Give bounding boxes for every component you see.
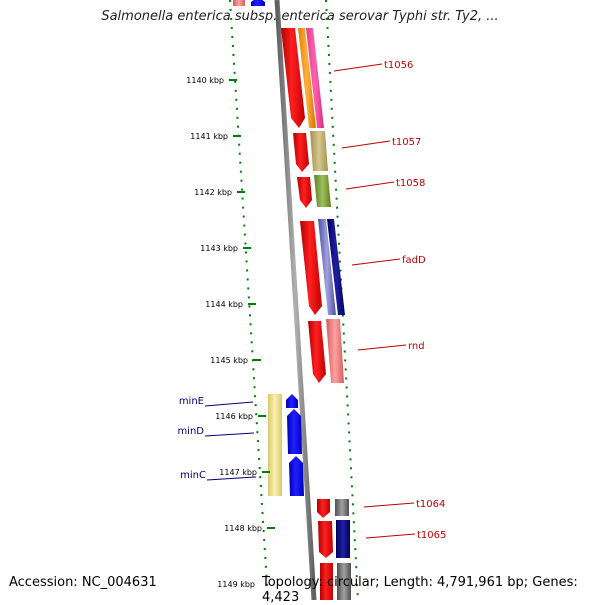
inner-dotted-track xyxy=(229,0,269,600)
tick-label: 1148 kbp xyxy=(224,524,262,533)
gene-minC[interactable] xyxy=(289,456,304,496)
tick-label: 1149 kbp xyxy=(217,580,255,589)
tick-label: 1141 kbp xyxy=(190,132,228,141)
gene-t1058-a[interactable] xyxy=(297,177,312,208)
gene-t1064-a[interactable] xyxy=(317,499,330,518)
gene-t1056-a[interactable] xyxy=(281,28,305,128)
left-gene-labels: minE minD minC xyxy=(177,396,257,481)
gene-t1058-b[interactable] xyxy=(314,175,331,207)
accession-text: Accession: NC_004631 xyxy=(9,575,157,590)
tick-label: 1144 kbp xyxy=(205,300,243,309)
genome-backbone xyxy=(274,0,317,600)
gene-leader-line xyxy=(365,533,416,539)
tick-label: 1146 kbp xyxy=(215,412,253,421)
gene-bottom-gray[interactable] xyxy=(337,563,351,600)
tick-label: 1147 kbp xyxy=(219,468,257,477)
page-title: Salmonella enterica subsp. enterica sero… xyxy=(101,9,499,24)
gene-leader-line xyxy=(357,344,407,351)
gene-t1065-a[interactable] xyxy=(318,521,333,558)
coordinate-ticks: 1140 kbp 1141 kbp 1142 kbp 1143 kbp 1144 kbp… xyxy=(186,76,275,589)
gene-label-minD[interactable]: minD xyxy=(177,426,204,437)
gene-t1057-b[interactable] xyxy=(310,131,328,171)
gene-bottom-red[interactable] xyxy=(320,563,333,600)
gene-top-salmon[interactable] xyxy=(233,0,245,6)
gene-label-minE[interactable]: minE xyxy=(179,396,204,407)
tick-label: 1143 kbp xyxy=(200,244,238,253)
gene-leader-line xyxy=(341,140,391,149)
outer-dotted-track xyxy=(325,0,359,600)
gene-label-t1064[interactable]: t1064 xyxy=(416,499,445,510)
gene-label-t1056[interactable]: t1056 xyxy=(384,60,413,71)
gene-label-rnd[interactable]: rnd xyxy=(408,341,425,352)
gene-label-minC[interactable]: minC xyxy=(180,470,206,481)
gene-t1064-b[interactable] xyxy=(335,499,349,516)
gene-rnd-b[interactable] xyxy=(326,319,344,383)
gene-leader-line xyxy=(206,476,257,481)
gene-leader-line xyxy=(351,258,401,266)
gene-label-t1065[interactable]: t1065 xyxy=(417,530,446,541)
gene-leader-line xyxy=(204,432,255,437)
gene-t1056-b[interactable] xyxy=(298,28,316,128)
gene-label-fadD[interactable]: fadD xyxy=(402,255,426,266)
gene-leader-line xyxy=(363,502,415,508)
gene-fadD-c[interactable] xyxy=(327,219,345,315)
tick-label: 1140 kbp xyxy=(186,76,224,85)
gene-leader-line xyxy=(333,63,383,72)
gene-leader-line xyxy=(345,181,395,190)
gene-minE-region[interactable] xyxy=(268,394,282,496)
gene-label-t1057[interactable]: t1057 xyxy=(392,137,421,148)
gene-label-t1058[interactable]: t1058 xyxy=(396,178,425,189)
gene-fadD-b[interactable] xyxy=(318,219,336,315)
gene-t1056-c[interactable] xyxy=(306,28,324,128)
gene-top-blue[interactable] xyxy=(251,0,265,6)
gene-fadD-a[interactable] xyxy=(300,221,322,315)
gene-t1065-b[interactable] xyxy=(336,520,350,558)
gene-minD[interactable] xyxy=(287,409,302,454)
tick-label: 1142 kbp xyxy=(194,188,232,197)
right-gene-labels: t1056 t1057 t1058 fadD rnd t1064 t1065 xyxy=(333,60,446,541)
gene-minE[interactable] xyxy=(286,394,298,408)
gene-t1057-a[interactable] xyxy=(293,133,309,172)
gene-rnd-a[interactable] xyxy=(308,321,326,383)
gene-leader-line xyxy=(204,401,254,407)
genome-summary-text: Topology: circular; Length: 4,791,961 bp… xyxy=(262,575,578,605)
tick-label: 1145 kbp xyxy=(210,356,248,365)
